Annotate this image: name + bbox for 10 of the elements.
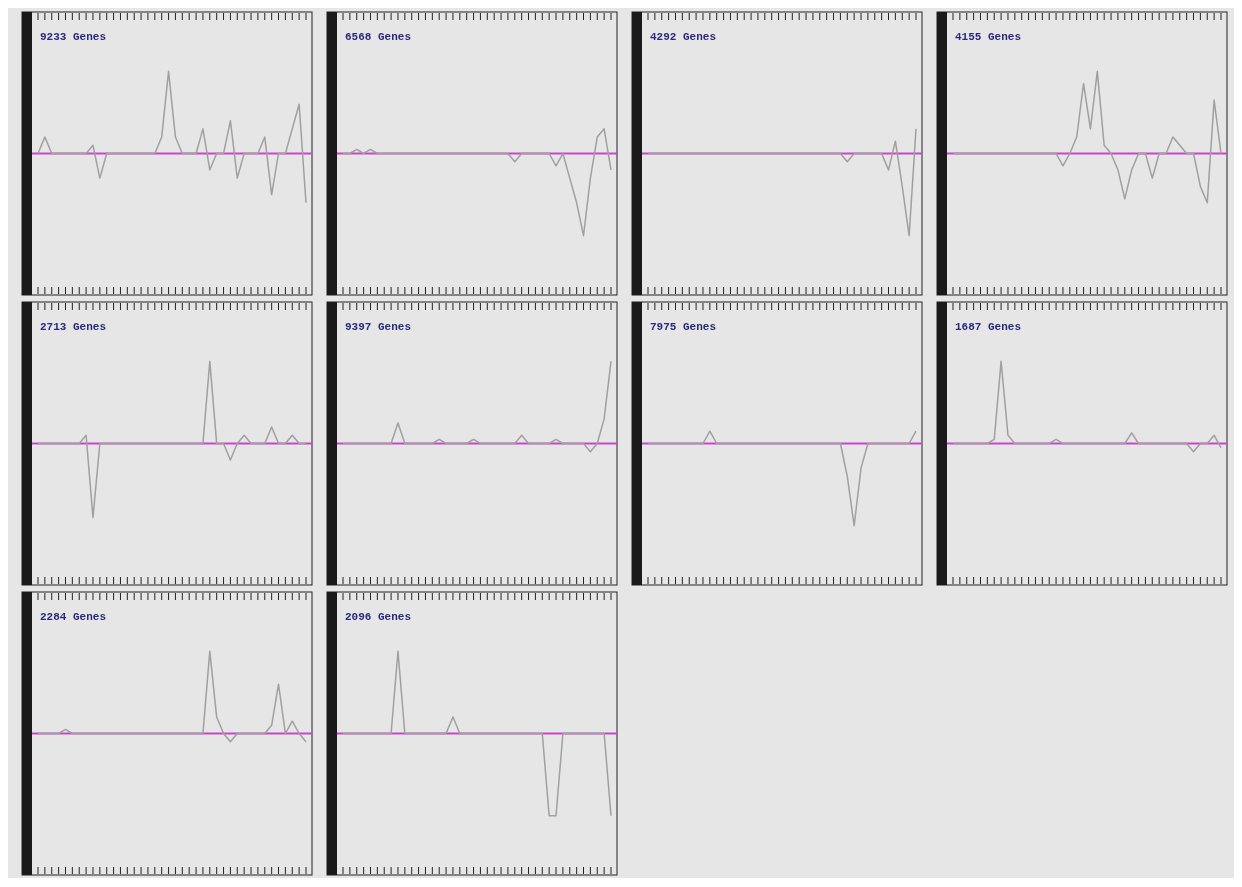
chart-title: 2713 Genes — [40, 321, 107, 333]
chart-title: 9233 Genes — [40, 31, 107, 43]
chart-title: 6568 Genes — [345, 31, 412, 43]
chart-title: 4292 Genes — [650, 31, 717, 43]
chart-title: 2284 Genes — [40, 611, 107, 623]
chart-title: 1687 Genes — [955, 321, 1022, 333]
chart-title: 4155 Genes — [955, 31, 1022, 43]
chart-title: 2096 Genes — [345, 611, 412, 623]
chart-title: 7975 Genes — [650, 321, 717, 333]
chart-title: 9397 Genes — [345, 321, 412, 333]
